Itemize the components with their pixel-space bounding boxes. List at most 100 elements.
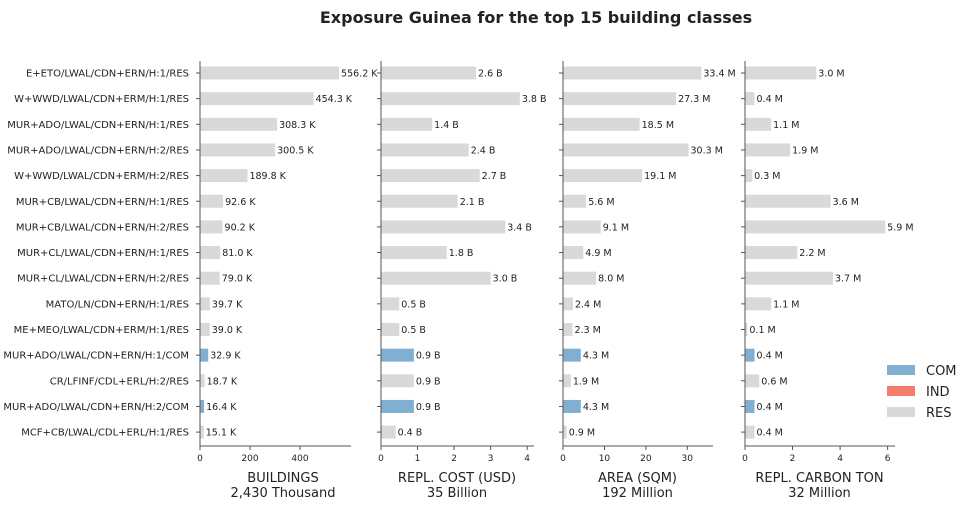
bar: [200, 220, 223, 234]
bar-value-label: 2.3 M: [575, 325, 601, 336]
category-label: W+WWD/LWAL/CDN+ERM/H:2/RES: [14, 171, 189, 182]
legend-swatch: [887, 365, 915, 375]
bar: [200, 271, 220, 285]
bar: [563, 271, 597, 285]
bar-value-label: 90.2 K: [225, 222, 256, 233]
bar-value-label: 9.1 M: [603, 222, 629, 233]
category-label: ME+MEO/LWAL/CDN+ERM/H:1/RES: [14, 325, 189, 336]
bar-value-label: 3.4 B: [507, 222, 532, 233]
bar-value-label: 0.9 B: [416, 351, 441, 362]
x-tick-label: 30: [682, 454, 694, 464]
legend-label: COM: [926, 364, 957, 379]
bar: [563, 425, 567, 439]
x-tick-label: 200: [241, 454, 258, 464]
bar-value-label: 32.9 K: [210, 351, 241, 362]
bar-value-label: 0.4 M: [757, 428, 783, 439]
bar: [745, 246, 798, 260]
legend-label: RES: [926, 406, 952, 421]
bar-value-label: 0.4 B: [398, 428, 423, 439]
bar: [563, 66, 702, 80]
x-tick-label: 4: [524, 454, 530, 464]
bar: [381, 194, 458, 208]
bar-value-label: 4.3 M: [583, 402, 609, 413]
bar-value-label: 4.9 M: [585, 248, 611, 259]
chart-title: Exposure Guinea for the top 15 building …: [319, 8, 753, 27]
bar-value-label: 3.0 B: [493, 274, 518, 285]
bar: [563, 92, 677, 106]
bar: [381, 348, 414, 362]
bar-value-label: 3.0 M: [818, 69, 844, 80]
bar-value-label: 0.9 B: [416, 402, 441, 413]
bar: [200, 374, 205, 388]
x-tick-label: 4: [837, 454, 843, 464]
bar-value-label: 2.4 M: [575, 299, 601, 310]
bar-value-label: 0.5 B: [401, 299, 426, 310]
category-label: MUR+CB/LWAL/CDN+ERN/H:2/RES: [16, 222, 189, 233]
bar-value-label: 30.3 M: [691, 145, 723, 156]
x-axis-total: 32 Million: [788, 486, 851, 501]
bar: [381, 143, 469, 157]
bar: [381, 297, 400, 311]
category-label: CR/LFINF/CDL+ERL/H:2/RES: [50, 376, 189, 387]
bar: [745, 425, 755, 439]
bar-value-label: 79.0 K: [222, 274, 253, 285]
bar: [381, 323, 400, 336]
bar-value-label: 1.1 M: [773, 299, 799, 310]
bar-value-label: 0.6 M: [761, 376, 787, 387]
bar: [745, 143, 791, 157]
bar-value-label: 39.0 K: [212, 325, 243, 336]
bar-value-label: 0.9 B: [416, 376, 441, 387]
bar: [200, 194, 224, 208]
bar-value-label: 33.4 M: [703, 69, 735, 80]
bar: [563, 374, 571, 388]
bar: [745, 169, 753, 183]
bar: [381, 92, 520, 106]
bar-value-label: 0.3 M: [754, 171, 780, 182]
bar-value-label: 0.9 M: [569, 428, 595, 439]
bar-value-label: 2.6 B: [478, 69, 503, 80]
legend-swatch: [887, 386, 915, 396]
x-axis-label: BUILDINGS: [247, 471, 318, 486]
x-axis-total: 2,430 Thousand: [231, 486, 336, 501]
category-label: MUR+ADO/LWAL/CDN+ERN/H:2/COM: [3, 402, 189, 413]
x-tick-label: 2: [790, 454, 796, 464]
bar-value-label: 556.2 K: [341, 69, 378, 80]
x-axis-total: 35 Billion: [427, 486, 487, 501]
bar-value-label: 0.4 M: [757, 94, 783, 105]
bar: [200, 297, 210, 311]
category-label: MCF+CB/LWAL/CDL+ERL/H:1/RES: [21, 428, 189, 439]
bar-value-label: 1.8 B: [449, 248, 474, 259]
x-tick-label: 3: [488, 454, 494, 464]
legend-swatch: [887, 407, 915, 417]
legend-label: IND: [926, 385, 950, 400]
bar-value-label: 18.7 K: [207, 376, 238, 387]
bar-value-label: 39.7 K: [212, 299, 243, 310]
bar-value-label: 1.1 M: [773, 120, 799, 131]
bar-value-label: 3.6 M: [833, 197, 859, 208]
bar: [381, 66, 477, 80]
bar-value-label: 8.0 M: [598, 274, 624, 285]
bar: [563, 246, 584, 260]
bar: [381, 169, 480, 183]
bar-value-label: 308.3 K: [279, 120, 316, 131]
bar-value-label: 0.5 B: [401, 325, 426, 336]
category-label: MUR+ADO/LWAL/CDN+ERN/H:1/RES: [7, 120, 189, 131]
bar: [200, 246, 221, 260]
bar: [745, 348, 755, 362]
bar: [200, 399, 205, 413]
bar-value-label: 1.9 M: [573, 376, 599, 387]
x-axis-label: REPL. COST (USD): [398, 471, 516, 486]
bar: [381, 246, 447, 260]
x-tick-label: 10: [599, 454, 611, 464]
x-tick-label: 1: [415, 454, 421, 464]
x-tick-label: 6: [885, 454, 891, 464]
bar-value-label: 2.7 B: [482, 171, 507, 182]
bar: [563, 117, 640, 131]
x-tick-label: 20: [640, 454, 652, 464]
bar-value-label: 5.9 M: [887, 222, 913, 233]
bar-value-label: 81.0 K: [222, 248, 253, 259]
category-label: MUR+CL/LWAL/CDN+ERN/H:2/RES: [17, 274, 189, 285]
bar-value-label: 2.4 B: [471, 145, 496, 156]
bar: [563, 348, 581, 362]
